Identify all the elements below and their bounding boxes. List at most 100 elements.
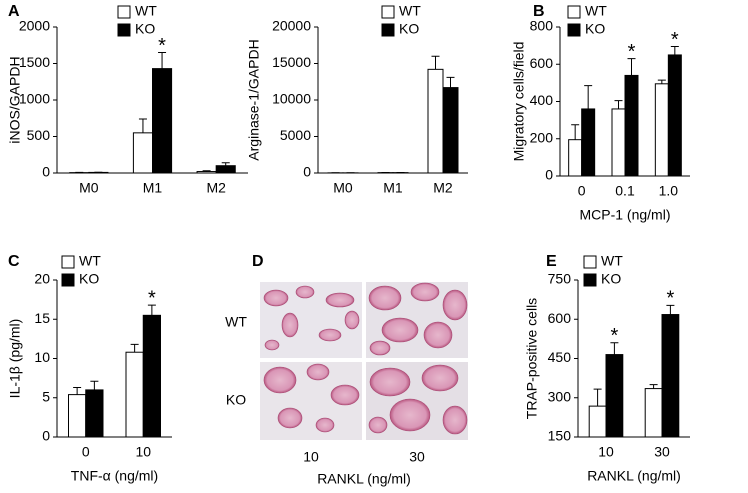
legend-label: KO <box>601 271 621 287</box>
y-tick-label: 10000 <box>272 91 311 107</box>
y-tick-label: 150 <box>548 428 572 444</box>
error-bar <box>657 79 666 84</box>
x-tick-label: 30 <box>654 444 670 460</box>
bar <box>644 388 663 438</box>
bar <box>142 314 161 438</box>
y-tick-label: 200 <box>530 129 554 145</box>
error-bar <box>666 304 675 315</box>
error-bar <box>202 170 211 172</box>
bar <box>442 87 459 174</box>
significance: * <box>148 287 156 309</box>
bar <box>611 108 626 177</box>
x-tick-label: M1 <box>143 180 163 196</box>
bar <box>605 354 624 438</box>
error-bar <box>158 52 167 69</box>
error-bar <box>431 55 440 70</box>
y-tick-label: 0 <box>42 428 50 444</box>
legend-label: KO <box>79 271 99 287</box>
bar <box>624 74 639 177</box>
row-label: KO <box>226 392 246 408</box>
bar <box>568 139 583 177</box>
error-bar <box>130 343 139 353</box>
x-tick-label: 0 <box>82 444 90 460</box>
bar <box>152 68 173 174</box>
error-bar <box>73 387 82 395</box>
x-tick-label: M0 <box>333 180 353 196</box>
legend-swatch <box>381 23 395 37</box>
error-bar <box>593 388 602 407</box>
y-tick-label: 10 <box>34 349 50 365</box>
bar <box>661 314 680 438</box>
x-tick-label: 10 <box>135 444 151 460</box>
x-axis-label: TNF-α (ng/ml) <box>71 468 158 484</box>
x-axis-label: RANKL (ng/ml) <box>317 471 411 487</box>
y-tick-label: 500 <box>27 127 51 143</box>
column-label: 10 <box>303 449 319 465</box>
legend-swatch <box>583 255 597 269</box>
bar <box>427 68 444 174</box>
y-tick-label: 5 <box>42 388 50 404</box>
legend-swatch <box>61 273 75 287</box>
y-axis-label: Migratory cells/field <box>511 42 527 162</box>
error-bar <box>571 124 580 140</box>
x-tick-label: 10 <box>598 444 614 460</box>
y-tick-label: 400 <box>530 92 554 108</box>
x-axis-label: RANKL (ng/ml) <box>587 468 681 484</box>
x-tick-label: 1.0 <box>659 183 679 199</box>
error-bar <box>584 85 593 109</box>
panel-letter: E <box>546 253 557 270</box>
legend-label: KO <box>399 21 419 37</box>
y-tick-label: 800 <box>530 18 554 34</box>
legend-label: KO <box>135 21 155 37</box>
panel-letter: C <box>8 253 20 270</box>
bar <box>85 389 104 438</box>
y-tick-label: 2000 <box>19 18 50 34</box>
bar <box>581 108 596 177</box>
column-label: 30 <box>409 449 425 465</box>
y-tick-label: 450 <box>548 349 572 365</box>
y-axis-label: iNOS/GAPDH <box>7 56 23 143</box>
y-tick-label: 20 <box>34 271 50 287</box>
bar <box>588 405 607 438</box>
x-tick-label: M2 <box>206 180 226 196</box>
error-bar <box>446 76 455 88</box>
bar <box>196 171 217 174</box>
bar <box>667 54 682 177</box>
micrographs <box>260 282 468 440</box>
significance: * <box>628 41 636 63</box>
y-tick-label: 0 <box>42 164 50 180</box>
y-tick-label: 750 <box>548 271 572 287</box>
error-bar <box>221 162 230 166</box>
legend-swatch <box>583 273 597 287</box>
significance: * <box>611 325 619 347</box>
error-bar <box>614 100 623 109</box>
legend-swatch <box>567 5 581 19</box>
x-axis-label: MCP-1 (ng/ml) <box>579 207 670 223</box>
bar <box>125 351 144 438</box>
error-bar <box>670 46 679 55</box>
y-axis-label: IL-1β (pg/ml) <box>7 319 23 399</box>
panel-letter: D <box>252 253 264 270</box>
error-bar <box>90 380 99 390</box>
y-tick-label: 600 <box>548 310 572 326</box>
x-tick-label: 0 <box>578 183 586 199</box>
y-tick-label: 20000 <box>272 18 311 34</box>
legend-swatch <box>61 255 75 269</box>
bar <box>215 165 236 174</box>
panel-letter: B <box>533 3 545 20</box>
legend-label: WT <box>399 3 421 19</box>
legend-swatch <box>567 23 581 37</box>
legend-label: WT <box>135 3 157 19</box>
x-tick-label: M1 <box>383 180 403 196</box>
legend-swatch <box>381 5 395 19</box>
significance: * <box>671 29 679 51</box>
y-tick-label: 1000 <box>19 91 50 107</box>
error-bar <box>610 342 619 355</box>
bar <box>68 394 87 438</box>
legend-label: WT <box>585 3 607 19</box>
significance: * <box>667 288 675 310</box>
error-bar <box>627 58 636 76</box>
legend-swatch <box>117 5 131 19</box>
